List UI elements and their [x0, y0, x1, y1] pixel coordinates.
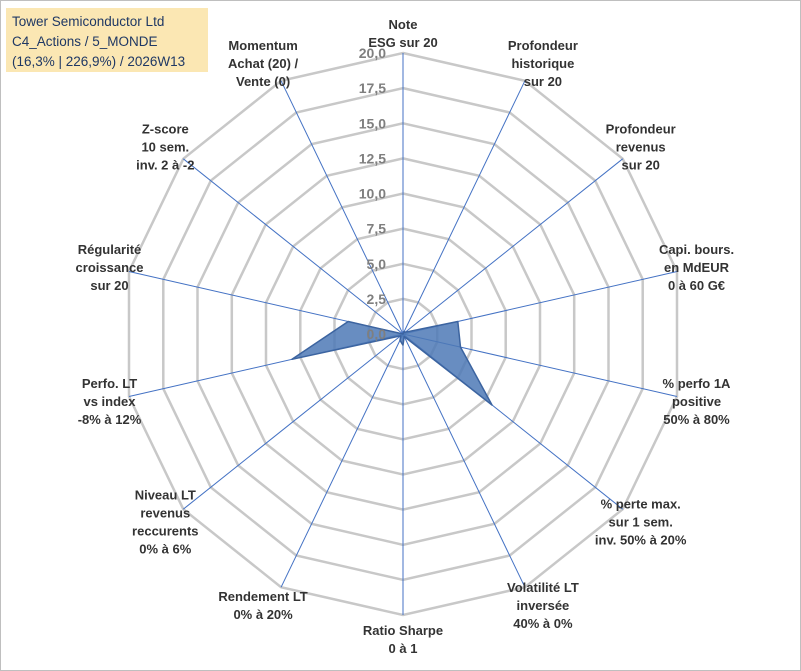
axis-label-8: Rendement LT 0% à 20% — [218, 589, 307, 622]
axis-label-line: positive — [672, 394, 721, 409]
tick-label: 2,5 — [367, 291, 387, 307]
axis-label-line: sur 20 — [524, 74, 562, 89]
axis-label-line: Achat (20) / — [228, 56, 298, 71]
axis-label-line: 10 sem. — [141, 139, 189, 154]
axis-label-line: en MdEUR — [664, 260, 730, 275]
axis-label-line: Rendement LT — [218, 589, 307, 604]
axis-label-line: revenus — [140, 506, 190, 521]
axis-label-line: Note — [389, 17, 418, 32]
axis-label-line: inversée — [517, 598, 570, 613]
tick-label: 15,0 — [359, 115, 386, 131]
tick-label: 0,0 — [367, 326, 387, 342]
axis-label-line: historique — [511, 56, 574, 71]
axis-label-line: 0 à 1 — [389, 641, 418, 656]
axis-label-line: Vente (0) — [236, 74, 290, 89]
tick-label: 10,0 — [359, 186, 386, 202]
axis-label-line: Perfo. LT — [82, 376, 137, 391]
axis-label-line: inv. 2 à -2 — [136, 157, 194, 172]
series-area-0 — [291, 320, 493, 406]
axis-label-line: 40% à 0% — [513, 616, 573, 631]
axis-label-line: Profondeur — [508, 38, 578, 53]
axis-label-line: inv. 50% à 20% — [595, 533, 687, 548]
axis-label-line: 0% à 6% — [139, 542, 191, 557]
axis-label-line: Ratio Sharpe — [363, 623, 443, 638]
tick-label: 12,5 — [359, 150, 386, 166]
axis-label-13: Momentum Achat (20) / Vente (0) — [228, 38, 298, 89]
axis-label-line: ESG sur 20 — [368, 35, 437, 50]
axis-label-11: Régularité croissance sur 20 — [76, 242, 144, 293]
axis-label-line: Profondeur — [606, 121, 676, 136]
axis-spoke-8 — [280, 333, 404, 588]
title-line-1: Tower Semiconductor Ltd — [12, 14, 165, 29]
axis-label-7: Ratio Sharpe 0 à 1 — [363, 623, 443, 656]
axis-label-9: Niveau LT revenus reccurents 0% à 6% — [132, 488, 198, 557]
axis-label-line: revenus — [616, 139, 666, 154]
tick-layer: 0,0 2,5 5,0 7,5 10,0 12,5 15,0 17,5 20,0 — [359, 45, 386, 342]
axis-spoke-9 — [182, 333, 404, 510]
axis-label-line: Niveau LT — [135, 488, 196, 503]
axis-label-line: sur 20 — [90, 278, 128, 293]
axis-label-line: vs index — [83, 394, 136, 409]
axis-label-0: Note ESG sur 20 — [368, 17, 437, 50]
axis-label-10: Perfo. LT vs index -8% à 12% — [78, 376, 142, 427]
tick-label: 7,5 — [367, 221, 387, 237]
axis-label-line: -8% à 12% — [78, 412, 142, 427]
axis-label-line: 0% à 20% — [233, 607, 293, 622]
axis-label-line: 0 à 60 G€ — [668, 278, 725, 293]
axis-label-6: Volatilité LT inversée 40% à 0% — [507, 580, 579, 631]
axis-label-5: % perte max. sur 1 sem. inv. 50% à 20% — [595, 497, 687, 548]
tick-label: 17,5 — [359, 80, 386, 96]
axis-spoke-2 — [402, 158, 624, 335]
axis-label-line: croissance — [76, 260, 144, 275]
axis-spoke-13 — [280, 80, 404, 335]
axis-label-2: Profondeur revenus sur 20 — [606, 121, 676, 172]
axis-label-line: % perte max. — [601, 497, 681, 512]
series-layer — [291, 320, 493, 406]
axis-label-line: Z-score — [142, 121, 189, 136]
title-line-3: (16,3% | 226,9%) / 2026W13 — [12, 54, 186, 69]
axis-label-1: Profondeur historique sur 20 — [508, 38, 578, 89]
axis-label-line: Volatilité LT — [507, 580, 579, 595]
chart-title-box: Tower Semiconductor Ltd C4_Actions / 5_M… — [6, 8, 208, 72]
axis-label-12: Z-score 10 sem. inv. 2 à -2 — [136, 121, 194, 172]
axis-label-line: % perfo 1A — [663, 376, 732, 391]
axis-spoke-1 — [402, 80, 526, 335]
axis-spoke-12 — [182, 158, 404, 335]
axis-label-3: Capi. bours. en MdEUR 0 à 60 G€ — [659, 242, 734, 293]
label-layer: Note ESG sur 20 Profondeur historique sur 20… — [76, 17, 735, 656]
axis-label-line: Régularité — [78, 242, 142, 257]
axis-label-line: sur 20 — [622, 157, 660, 172]
axis-label-4: % perfo 1A positive 50% à 80% — [663, 376, 732, 427]
axis-spoke-6 — [402, 333, 526, 588]
tick-label: 20,0 — [359, 45, 386, 61]
axis-label-line: Capi. bours. — [659, 242, 734, 257]
title-line-2: C4_Actions / 5_MONDE — [12, 34, 158, 49]
axis-label-line: 50% à 80% — [663, 412, 730, 427]
axis-label-line: reccurents — [132, 524, 198, 539]
axis-label-line: Momentum — [228, 38, 297, 53]
tick-label: 5,0 — [367, 256, 387, 272]
axis-label-line: sur 1 sem. — [609, 515, 673, 530]
